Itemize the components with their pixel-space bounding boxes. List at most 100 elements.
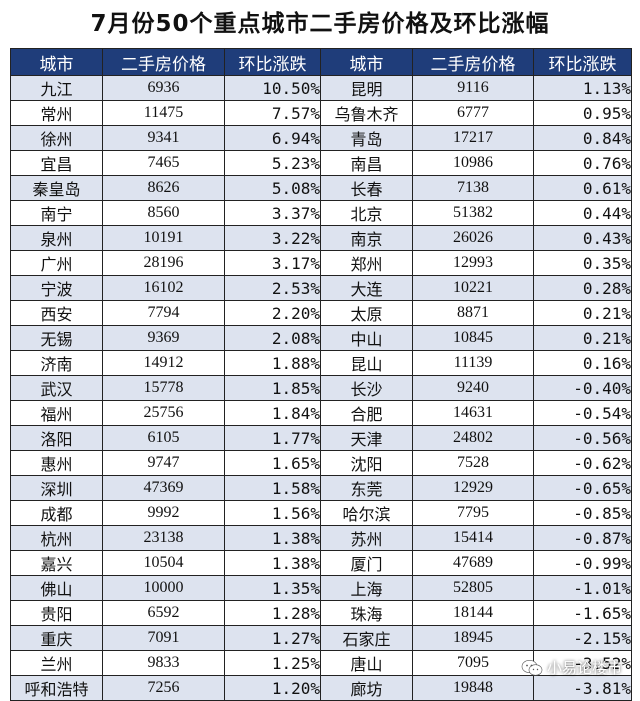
city-cell: 南京 [320, 225, 413, 251]
price-cell: 24802 [412, 425, 534, 451]
table-row: 杭州 23138 1.38% 苏州 15414 -0.87% [10, 525, 632, 551]
change-cell: 1.38% [224, 550, 321, 576]
change-cell: 2.08% [224, 325, 321, 351]
change-cell: 1.35% [224, 575, 321, 601]
city-cell: 北京 [320, 200, 413, 226]
price-cell: 8626 [102, 175, 225, 201]
city-cell: 广州 [10, 250, 103, 276]
city-cell: 深圳 [10, 475, 103, 501]
price-cell: 7794 [102, 300, 225, 326]
price-cell: 25756 [102, 400, 225, 426]
change-cell: 0.35% [533, 250, 632, 276]
price-cell: 19848 [412, 675, 534, 701]
price-cell: 16102 [102, 275, 225, 301]
table-row: 惠州 9747 1.65% 沈阳 7528 -0.62% [10, 450, 632, 476]
change-cell: 10.50% [224, 75, 321, 101]
table-row: 济南 14912 1.88% 昆山 11139 0.16% [10, 350, 632, 376]
city-cell: 大连 [320, 275, 413, 301]
change-cell: -0.65% [533, 475, 632, 501]
table-row: 洛阳 6105 1.77% 天津 24802 -0.56% [10, 425, 632, 451]
price-cell: 23138 [102, 525, 225, 551]
change-cell: 1.77% [224, 425, 321, 451]
price-cell: 7095 [412, 650, 534, 676]
change-cell: 1.58% [224, 475, 321, 501]
city-cell: 厦门 [320, 550, 413, 576]
table-row: 呼和浩特 7256 1.20% 廊坊 19848 -3.81% [10, 675, 632, 701]
city-cell: 石家庄 [320, 625, 413, 651]
wechat-icon [521, 659, 543, 676]
price-cell: 12929 [412, 475, 534, 501]
header-price: 二手房价格 [412, 48, 534, 76]
change-cell: 0.95% [533, 100, 632, 126]
change-cell: -0.87% [533, 525, 632, 551]
change-cell: 2.53% [224, 275, 321, 301]
price-cell: 18144 [412, 600, 534, 626]
table-row: 宁波 16102 2.53% 大连 10221 0.28% [10, 275, 632, 301]
city-cell: 唐山 [320, 650, 413, 676]
price-cell: 10986 [412, 150, 534, 176]
table-row: 宜昌 7465 5.23% 南昌 10986 0.76% [10, 150, 632, 176]
price-cell: 8871 [412, 300, 534, 326]
table-row: 嘉兴 10504 1.38% 厦门 47689 -0.99% [10, 550, 632, 576]
price-cell: 9992 [102, 500, 225, 526]
city-cell: 合肥 [320, 400, 413, 426]
city-cell: 东莞 [320, 475, 413, 501]
change-cell: 0.21% [533, 300, 632, 326]
city-cell: 南宁 [10, 200, 103, 226]
city-cell: 济南 [10, 350, 103, 376]
table-row: 泉州 10191 3.22% 南京 26026 0.43% [10, 225, 632, 251]
city-cell: 秦皇岛 [10, 175, 103, 201]
change-cell: 1.84% [224, 400, 321, 426]
price-table: 城市 二手房价格 环比涨跌 城市 二手房价格 环比涨跌 九江 6936 10.50%… [10, 48, 632, 701]
city-cell: 南昌 [320, 150, 413, 176]
change-cell: 3.17% [224, 250, 321, 276]
watermark: 小易论楼市 [521, 657, 622, 678]
city-cell: 杭州 [10, 525, 103, 551]
city-cell: 哈尔滨 [320, 500, 413, 526]
price-cell: 9369 [102, 325, 225, 351]
change-cell: 0.44% [533, 200, 632, 226]
price-cell: 10000 [102, 575, 225, 601]
change-cell: 1.27% [224, 625, 321, 651]
price-cell: 10191 [102, 225, 225, 251]
city-cell: 宁波 [10, 275, 103, 301]
price-cell: 9747 [102, 450, 225, 476]
price-cell: 26026 [412, 225, 534, 251]
change-cell: 7.57% [224, 100, 321, 126]
table-row: 佛山 10000 1.35% 上海 52805 -1.01% [10, 575, 632, 601]
city-cell: 天津 [320, 425, 413, 451]
price-cell: 9341 [102, 125, 225, 151]
change-cell: 0.76% [533, 150, 632, 176]
table-row: 重庆 7091 1.27% 石家庄 18945 -2.15% [10, 625, 632, 651]
price-cell: 11139 [412, 350, 534, 376]
price-cell: 10845 [412, 325, 534, 351]
city-cell: 洛阳 [10, 425, 103, 451]
city-cell: 西安 [10, 300, 103, 326]
page-title: 7月份50个重点城市二手房价格及环比涨幅 [90, 11, 550, 37]
change-cell: 1.88% [224, 350, 321, 376]
table-row: 徐州 9341 6.94% 青岛 17217 0.84% [10, 125, 632, 151]
header-change: 环比涨跌 [224, 48, 321, 76]
header-change: 环比涨跌 [533, 48, 632, 76]
city-cell: 徐州 [10, 125, 103, 151]
header-row: 城市 二手房价格 环比涨跌 城市 二手房价格 环比涨跌 [10, 48, 632, 76]
table-row: 秦皇岛 8626 5.08% 长春 7138 0.61% [10, 175, 632, 201]
change-cell: 5.08% [224, 175, 321, 201]
price-cell: 15778 [102, 375, 225, 401]
price-cell: 17217 [412, 125, 534, 151]
change-cell: -3.81% [533, 675, 632, 701]
city-cell: 珠海 [320, 600, 413, 626]
change-cell: -2.15% [533, 625, 632, 651]
table-row: 无锡 9369 2.08% 中山 10845 0.21% [10, 325, 632, 351]
price-cell: 52805 [412, 575, 534, 601]
price-cell: 6592 [102, 600, 225, 626]
table-row: 常州 11475 7.57% 乌鲁木齐 6777 0.95% [10, 100, 632, 126]
change-cell: -1.65% [533, 600, 632, 626]
city-cell: 重庆 [10, 625, 103, 651]
table-row: 深圳 47369 1.58% 东莞 12929 -0.65% [10, 475, 632, 501]
change-cell: -0.62% [533, 450, 632, 476]
city-cell: 呼和浩特 [10, 675, 103, 701]
table-row: 兰州 9833 1.25% 唐山 7095 -3.52% [10, 650, 632, 676]
change-cell: 1.38% [224, 525, 321, 551]
price-cell: 6777 [412, 100, 534, 126]
